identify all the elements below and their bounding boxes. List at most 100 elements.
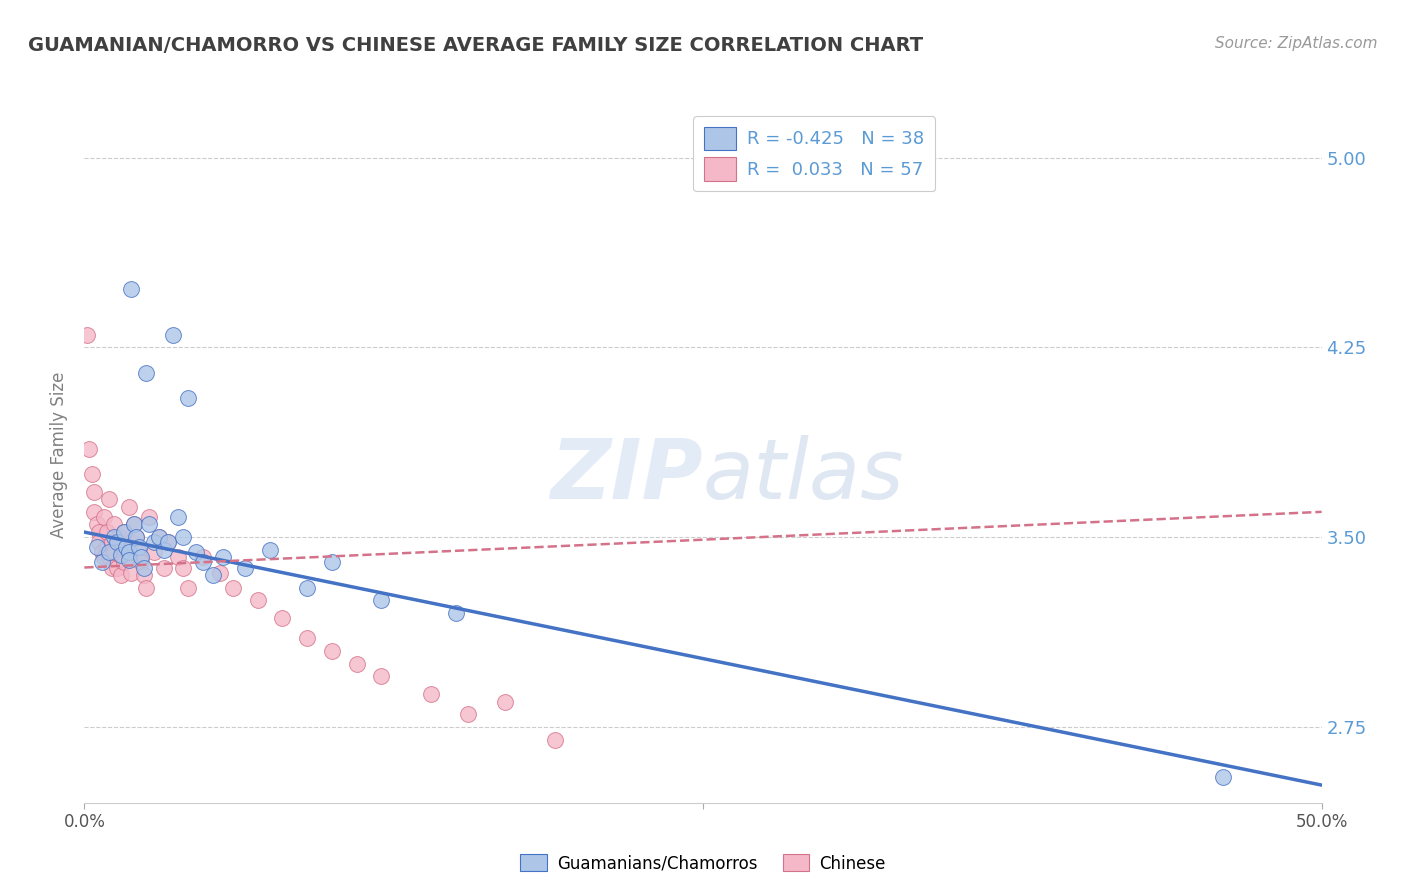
Point bbox=[457, 707, 479, 722]
Point bbox=[167, 509, 190, 524]
Point bbox=[125, 530, 148, 544]
Point bbox=[89, 525, 111, 540]
Point bbox=[80, 467, 103, 481]
Point bbox=[110, 548, 132, 562]
Point bbox=[122, 517, 145, 532]
Text: Source: ZipAtlas.com: Source: ZipAtlas.com bbox=[1215, 36, 1378, 51]
Point bbox=[105, 560, 128, 574]
Point bbox=[120, 535, 142, 549]
Point bbox=[128, 545, 150, 559]
Legend: R = -0.425   N = 38, R =  0.033   N = 57: R = -0.425 N = 38, R = 0.033 N = 57 bbox=[693, 116, 935, 192]
Point bbox=[83, 484, 105, 499]
Point bbox=[138, 517, 160, 532]
Point bbox=[110, 541, 132, 555]
Text: atlas: atlas bbox=[703, 435, 904, 516]
Point bbox=[184, 545, 207, 559]
Point bbox=[112, 525, 135, 540]
Point bbox=[271, 611, 294, 625]
Point bbox=[115, 541, 138, 555]
Point bbox=[222, 581, 245, 595]
Point bbox=[79, 442, 101, 456]
Point bbox=[103, 530, 125, 544]
Point bbox=[177, 581, 200, 595]
Point bbox=[202, 568, 225, 582]
Point bbox=[105, 535, 128, 549]
Point bbox=[494, 695, 516, 709]
Point bbox=[246, 593, 269, 607]
Point bbox=[157, 535, 180, 549]
Y-axis label: Average Family Size: Average Family Size bbox=[51, 372, 69, 538]
Point bbox=[295, 632, 318, 646]
Point bbox=[132, 560, 155, 574]
Point bbox=[120, 566, 142, 580]
Point bbox=[100, 535, 122, 549]
Point bbox=[100, 560, 122, 574]
Point bbox=[90, 545, 112, 559]
Point bbox=[129, 556, 152, 570]
Point bbox=[132, 568, 155, 582]
Point bbox=[177, 391, 200, 405]
Point bbox=[98, 492, 121, 507]
Point bbox=[148, 530, 170, 544]
Point bbox=[167, 550, 190, 565]
Point bbox=[112, 556, 135, 570]
Point bbox=[93, 550, 115, 565]
Point bbox=[321, 644, 343, 658]
Point bbox=[128, 541, 150, 555]
Point bbox=[120, 282, 142, 296]
Point bbox=[157, 535, 180, 549]
Point bbox=[233, 560, 256, 574]
Point bbox=[96, 541, 118, 555]
Point bbox=[295, 581, 318, 595]
Point bbox=[110, 568, 132, 582]
Point bbox=[148, 530, 170, 544]
Point bbox=[103, 517, 125, 532]
Point bbox=[86, 517, 108, 532]
Point bbox=[135, 581, 157, 595]
Text: GUAMANIAN/CHAMORRO VS CHINESE AVERAGE FAMILY SIZE CORRELATION CHART: GUAMANIAN/CHAMORRO VS CHINESE AVERAGE FA… bbox=[28, 36, 924, 54]
Point bbox=[346, 657, 368, 671]
Point bbox=[76, 327, 98, 342]
Point bbox=[191, 550, 214, 565]
Point bbox=[1212, 771, 1234, 785]
Point bbox=[172, 560, 194, 574]
Point bbox=[209, 566, 232, 580]
Point bbox=[90, 556, 112, 570]
Point bbox=[118, 545, 141, 559]
Point bbox=[142, 535, 165, 549]
Point bbox=[172, 530, 194, 544]
Point bbox=[103, 545, 125, 559]
Point bbox=[444, 606, 467, 620]
Point bbox=[89, 535, 111, 549]
Point bbox=[370, 669, 392, 683]
Point bbox=[135, 366, 157, 380]
Point bbox=[191, 556, 214, 570]
Point bbox=[115, 541, 138, 555]
Point bbox=[108, 530, 131, 544]
Point bbox=[96, 525, 118, 540]
Point bbox=[112, 525, 135, 540]
Point bbox=[118, 500, 141, 514]
Point bbox=[129, 550, 152, 565]
Point bbox=[118, 550, 141, 565]
Legend: Guamanians/Chamorros, Chinese: Guamanians/Chamorros, Chinese bbox=[513, 847, 893, 880]
Point bbox=[152, 542, 174, 557]
Point bbox=[86, 541, 108, 555]
Point bbox=[152, 560, 174, 574]
Point bbox=[162, 327, 184, 342]
Point bbox=[1285, 834, 1308, 848]
Point bbox=[118, 553, 141, 567]
Text: ZIP: ZIP bbox=[550, 435, 703, 516]
Point bbox=[259, 542, 281, 557]
Point bbox=[138, 509, 160, 524]
Point bbox=[125, 530, 148, 544]
Point bbox=[321, 556, 343, 570]
Point bbox=[98, 545, 121, 559]
Point bbox=[419, 687, 441, 701]
Point bbox=[122, 517, 145, 532]
Point bbox=[83, 505, 105, 519]
Point bbox=[98, 550, 121, 565]
Point bbox=[93, 509, 115, 524]
Point bbox=[142, 545, 165, 559]
Point bbox=[370, 593, 392, 607]
